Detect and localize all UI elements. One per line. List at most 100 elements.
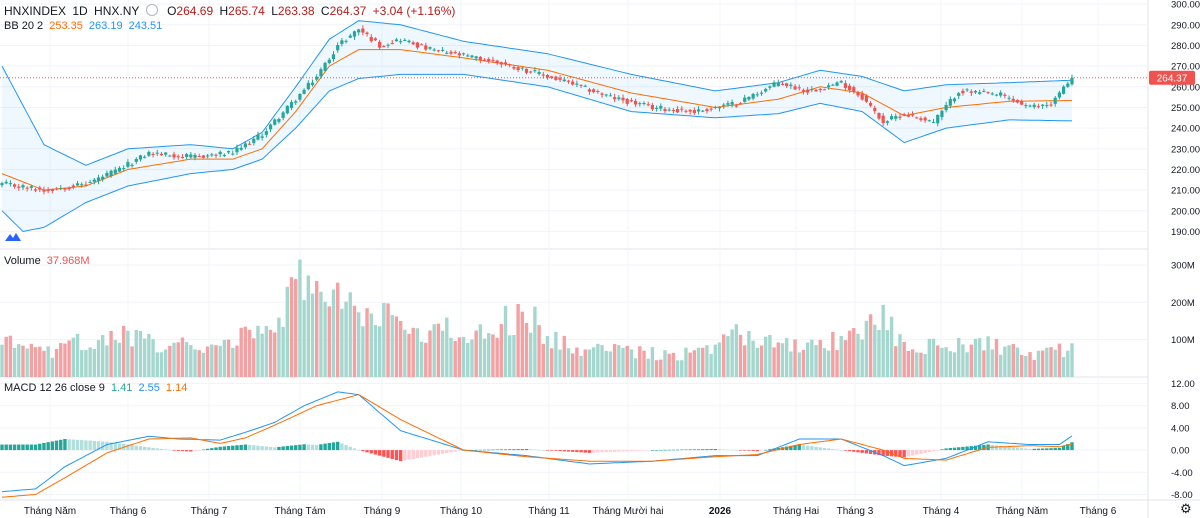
volume-bar[interactable] — [743, 345, 747, 377]
macd-histogram-bar[interactable] — [495, 449, 499, 451]
volume-bar[interactable] — [1032, 360, 1036, 377]
macd-histogram-bar[interactable] — [839, 450, 843, 451]
candle-body[interactable] — [709, 108, 713, 110]
volume-bar[interactable] — [612, 344, 617, 377]
volume-bar[interactable] — [927, 338, 932, 377]
candle-body[interactable] — [583, 85, 587, 87]
macd-histogram-bar[interactable] — [453, 450, 457, 452]
candle-body[interactable] — [839, 81, 843, 83]
volume-bar[interactable] — [810, 339, 814, 377]
candle-body[interactable] — [1036, 106, 1041, 108]
volume-bar[interactable] — [843, 340, 848, 377]
candle-body[interactable] — [319, 69, 323, 77]
candle-body[interactable] — [638, 103, 642, 105]
volume-bar[interactable] — [298, 259, 302, 377]
macd-histogram-bar[interactable] — [520, 449, 525, 451]
macd-histogram-bar[interactable] — [294, 445, 298, 451]
volume-bar[interactable] — [294, 279, 298, 377]
macd-histogram-bar[interactable] — [239, 444, 243, 451]
candle-body[interactable] — [852, 87, 856, 92]
candle-body[interactable] — [42, 189, 46, 192]
candle-body[interactable] — [810, 89, 814, 91]
macd-histogram-bar[interactable] — [948, 448, 953, 451]
candle-body[interactable] — [957, 93, 961, 96]
candle-body[interactable] — [226, 150, 231, 153]
volume-bar[interactable] — [411, 327, 415, 377]
volume-bar[interactable] — [495, 337, 499, 377]
candle-body[interactable] — [596, 91, 600, 93]
macd-histogram-bar[interactable] — [906, 450, 911, 457]
candle-body[interactable] — [818, 88, 822, 90]
volume-bar[interactable] — [709, 353, 713, 377]
volume-bar[interactable] — [1061, 357, 1066, 377]
bb-basis-line[interactable] — [1, 49, 1073, 191]
macd-histogram-bar[interactable] — [260, 446, 264, 451]
volume-bar[interactable] — [96, 340, 101, 377]
macd-histogram-bar[interactable] — [537, 449, 541, 451]
macd-histogram-bar[interactable] — [382, 450, 386, 457]
macd-histogram-bar[interactable] — [1019, 448, 1024, 451]
volume-bar[interactable] — [193, 349, 197, 377]
volume-bar[interactable] — [222, 339, 227, 377]
macd-histogram-bar[interactable] — [789, 445, 793, 451]
volume-bar[interactable] — [575, 347, 579, 377]
macd-histogram-bar[interactable] — [348, 446, 352, 451]
macd-histogram-bar[interactable] — [1061, 446, 1066, 451]
macd-histogram-bar[interactable] — [692, 449, 697, 451]
candle-body[interactable] — [864, 95, 868, 102]
candle-body[interactable] — [12, 184, 17, 187]
candle-body[interactable] — [214, 154, 218, 156]
candle-body[interactable] — [252, 138, 256, 143]
macd-histogram-bar[interactable] — [415, 450, 420, 459]
volume-bar[interactable] — [797, 352, 801, 377]
macd-histogram-bar[interactable] — [344, 445, 348, 451]
volume-bar[interactable] — [537, 325, 541, 377]
candle-body[interactable] — [755, 94, 759, 96]
candle-body[interactable] — [520, 67, 524, 69]
volume-bar[interactable] — [302, 300, 306, 377]
candle-body[interactable] — [898, 116, 902, 118]
volume-bar[interactable] — [831, 331, 835, 377]
candle-body[interactable] — [969, 91, 973, 93]
candle-body[interactable] — [768, 86, 772, 88]
macd-histogram-bar[interactable] — [46, 442, 50, 451]
volume-bar[interactable] — [369, 313, 373, 377]
macd-histogram-bar[interactable] — [596, 450, 600, 453]
macd-histogram-bar[interactable] — [386, 450, 390, 458]
candle-body[interactable] — [281, 112, 285, 119]
macd-histogram-bar[interactable] — [63, 439, 67, 451]
candle-body[interactable] — [906, 115, 910, 117]
macd-histogram-bar[interactable] — [965, 446, 969, 451]
candle-body[interactable] — [189, 154, 193, 158]
volume-bar[interactable] — [0, 344, 4, 377]
macd-histogram-bar[interactable] — [549, 450, 554, 451]
macd-histogram-bar[interactable] — [377, 450, 382, 456]
volume-bar[interactable] — [814, 345, 818, 377]
candle-body[interactable] — [264, 131, 268, 135]
macd-histogram-bar[interactable] — [285, 446, 290, 451]
candle-body[interactable] — [663, 108, 667, 112]
volume-bar[interactable] — [936, 345, 940, 377]
candle-body[interactable] — [424, 45, 428, 50]
candle-body[interactable] — [529, 71, 533, 73]
candle-body[interactable] — [239, 147, 243, 150]
macd-histogram-bar[interactable] — [810, 446, 814, 451]
macd-histogram-bar[interactable] — [319, 444, 323, 451]
candle-body[interactable] — [453, 52, 457, 54]
macd-histogram-bar[interactable] — [533, 449, 537, 451]
candle-body[interactable] — [8, 183, 12, 185]
volume-bar[interactable] — [801, 349, 806, 377]
macd-histogram-bar[interactable] — [759, 450, 764, 451]
macd-histogram-bar[interactable] — [340, 443, 344, 451]
volume-bar[interactable] — [512, 334, 516, 377]
candle-body[interactable] — [445, 52, 449, 54]
macd-histogram-bar[interactable] — [864, 450, 869, 454]
volume-bar[interactable] — [226, 339, 231, 377]
candle-body[interactable] — [713, 106, 717, 108]
volume-bar[interactable] — [587, 349, 592, 377]
volume-bar[interactable] — [482, 338, 487, 377]
volume-bar[interactable] — [126, 330, 130, 377]
volume-bar[interactable] — [361, 326, 365, 377]
volume-bar[interactable] — [50, 357, 55, 377]
volume-bar[interactable] — [377, 326, 382, 377]
